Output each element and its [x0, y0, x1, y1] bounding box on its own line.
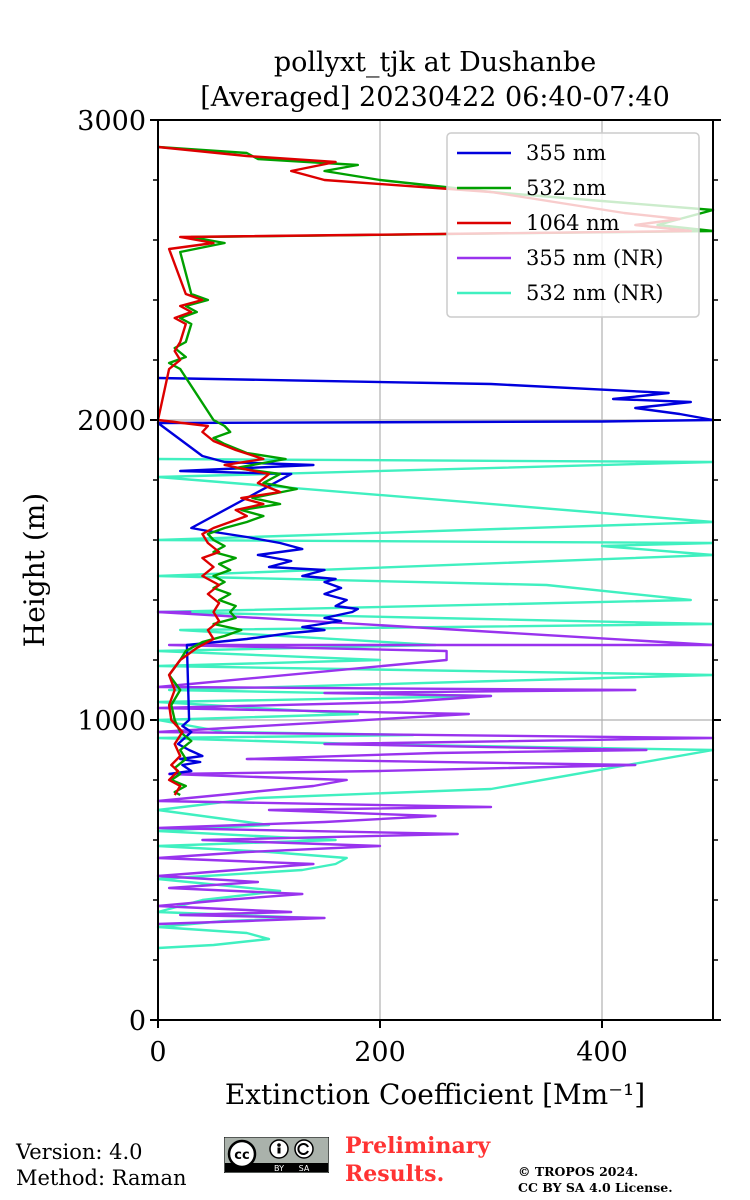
y-tick-label: 0	[129, 1006, 146, 1037]
chart-legend: 355 nm 532 nm 1064 nm 355 nm (NR) 532 nm (NR…	[446, 132, 700, 318]
preliminary-line-1: Preliminary	[345, 1133, 491, 1159]
copyright-line-2: CC BY SA 4.0 License.	[518, 1180, 673, 1195]
x-axis-label: Extinction Coefficient [Mm⁻¹]	[225, 1078, 645, 1111]
series-line-0	[156, 376, 715, 776]
preliminary-line-2: Results.	[345, 1161, 445, 1187]
copyright-line-1: © TROPOS 2024.	[518, 1164, 639, 1179]
footer-info: Version: 4.0 Method: Raman	[16, 1139, 187, 1191]
legend-label-3: 355 nm (NR)	[526, 246, 663, 270]
legend-box	[446, 132, 700, 318]
series-line-4	[156, 457, 715, 950]
cc-badge-sa-text: SA	[299, 1164, 310, 1173]
y-tick-label: 2000	[77, 406, 146, 437]
cc-badge-by-text: BY	[274, 1164, 284, 1173]
series-lines	[156, 145, 715, 950]
version-text: Version: 4.0	[16, 1140, 143, 1164]
axis-ticks: 0 200 400 0 1000 2000 3000	[77, 106, 721, 1068]
legend-label-4: 532 nm (NR)	[526, 281, 663, 305]
y-tick-label: 1000	[77, 706, 146, 737]
cc-by-sa-badge-icon: cc BY SA	[224, 1137, 329, 1173]
legend-label-2: 1064 nm	[526, 211, 620, 235]
series-line-2	[156, 145, 692, 796]
plot-frame	[157, 119, 714, 1021]
chart-title-line-2: [Averaged] 20230422 06:40-07:40	[200, 82, 670, 113]
series-line-3	[156, 610, 715, 926]
x-tick-label: 200	[354, 1037, 406, 1068]
y-tick-label: 3000	[77, 106, 146, 137]
method-text: Method: Raman	[16, 1166, 187, 1190]
legend-label-0: 355 nm	[526, 141, 606, 165]
cc-badge-cc-text: cc	[234, 1148, 249, 1163]
copyright-notice: © TROPOS 2024. CC BY SA 4.0 License.	[518, 1164, 673, 1196]
preliminary-results-notice: Preliminary Results.	[345, 1132, 490, 1188]
x-tick-label: 400	[576, 1037, 628, 1068]
chart-title-line-1: pollyxt_tjk at Dushanbe	[274, 47, 596, 78]
legend-label-1: 532 nm	[526, 176, 606, 200]
x-tick-label: 0	[149, 1037, 166, 1068]
y-axis-label: Height (m)	[18, 493, 51, 647]
